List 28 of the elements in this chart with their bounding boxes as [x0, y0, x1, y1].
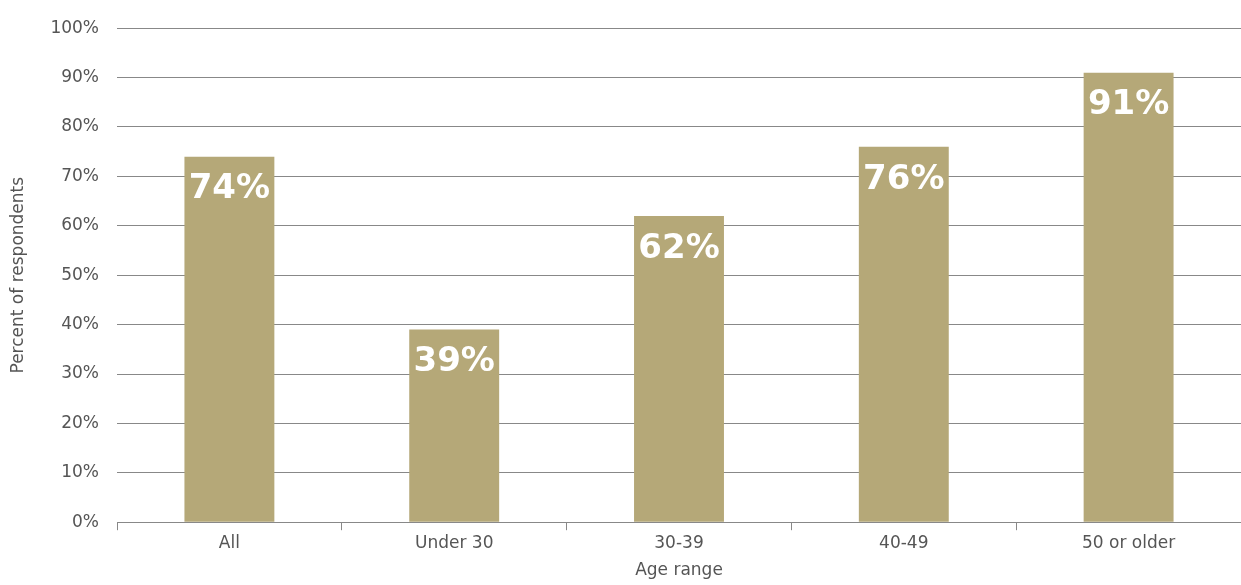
- x-tick-label: Under 30: [414, 531, 494, 552]
- y-tick-label: 80%: [61, 115, 99, 136]
- bar: [1083, 72, 1174, 522]
- y-tick-label: 100%: [50, 16, 99, 37]
- data-label: 74%: [188, 166, 271, 207]
- y-tick-label: 60%: [61, 214, 99, 235]
- data-label: 91%: [1087, 82, 1170, 123]
- y-tick-label: 70%: [61, 164, 99, 185]
- y-tick-label: 20%: [61, 411, 99, 432]
- data-label: 62%: [638, 225, 720, 266]
- y-tick-label: 30%: [61, 362, 99, 383]
- bar: [858, 146, 949, 522]
- x-axis-title: Age range: [635, 559, 723, 580]
- y-tick-label: 40%: [61, 313, 99, 334]
- x-tick-label: 50 or older: [1082, 531, 1176, 552]
- data-label: 76%: [863, 156, 945, 197]
- y-tick-label: 10%: [61, 461, 99, 482]
- bar: [409, 329, 500, 522]
- y-tick-label: 50%: [61, 263, 99, 284]
- bar: [184, 156, 275, 522]
- x-tick-label: 40-49: [879, 531, 929, 552]
- x-tick-label: 30-39: [654, 531, 704, 552]
- x-tick-label: All: [218, 531, 240, 552]
- y-tick-label: 0%: [72, 510, 99, 531]
- y-tick-label: 90%: [61, 66, 99, 87]
- bar: [634, 215, 724, 522]
- y-axis-title: Percent of respondents: [6, 176, 27, 374]
- data-label: 39%: [413, 339, 495, 380]
